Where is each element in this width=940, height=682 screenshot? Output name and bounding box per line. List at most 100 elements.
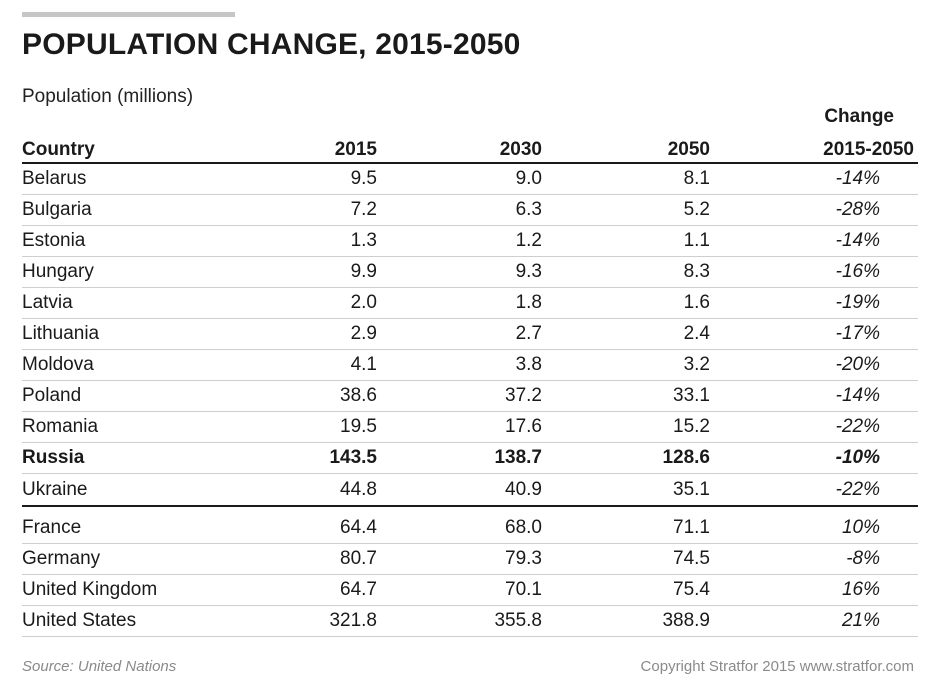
header-country: Country [22,131,252,164]
cell-country: Russia [22,442,252,474]
cell-2030: 138.7 [387,442,552,474]
change-header-line1: Change [824,106,894,127]
table-header-row: Country 2015 2030 2050 2015-2050 [22,131,918,164]
cell-2030: 1.8 [387,287,552,319]
cell-change: 21% [720,605,918,637]
table-row: Romania 19.5 17.6 15.2 -22% [22,411,918,443]
cell-2015: 1.3 [252,225,387,257]
population-table: Country 2015 2030 2050 2015-2050 Belarus… [22,131,918,637]
cell-change: -17% [720,318,918,350]
table-row: United States 321.8 355.8 388.9 21% [22,605,918,637]
population-table-container: Country 2015 2030 2050 2015-2050 Belarus… [22,131,918,637]
cell-2030: 37.2 [387,380,552,412]
cell-2015: 64.4 [252,506,387,544]
cell-2030: 1.2 [387,225,552,257]
table-row: Belarus 9.5 9.0 8.1 -14% [22,163,918,195]
cell-2050: 2.4 [552,318,720,350]
cell-change: 16% [720,574,918,606]
table-row: Hungary 9.9 9.3 8.3 -16% [22,256,918,288]
table-row: Lithuania 2.9 2.7 2.4 -17% [22,318,918,350]
cell-2030: 68.0 [387,506,552,544]
cell-2050: 1.6 [552,287,720,319]
cell-2030: 3.8 [387,349,552,381]
header-2050: 2050 [552,131,720,164]
cell-2050: 128.6 [552,442,720,474]
cell-2015: 64.7 [252,574,387,606]
cell-2030: 2.7 [387,318,552,350]
table-row: Ukraine 44.8 40.9 35.1 -22% [22,473,918,507]
cell-2050: 75.4 [552,574,720,606]
cell-2015: 4.1 [252,349,387,381]
cell-2015: 7.2 [252,194,387,226]
table-row: Bulgaria 7.2 6.3 5.2 -28% [22,194,918,226]
cell-change: -14% [720,225,918,257]
cell-2015: 9.5 [252,163,387,195]
cell-change: -10% [720,442,918,474]
cell-2015: 44.8 [252,473,387,507]
cell-country: Lithuania [22,318,252,350]
cell-2050: 388.9 [552,605,720,637]
cell-country: Ukraine [22,473,252,507]
cell-country: Hungary [22,256,252,288]
table-row: France 64.4 68.0 71.1 10% [22,506,918,544]
cell-country: Germany [22,543,252,575]
cell-country: Latvia [22,287,252,319]
cell-country: Estonia [22,225,252,257]
top-accent-bar [22,12,235,17]
cell-2030: 79.3 [387,543,552,575]
cell-2050: 35.1 [552,473,720,507]
cell-country: Bulgaria [22,194,252,226]
source-note: Source: United Nations [22,658,177,675]
cell-change: -19% [720,287,918,319]
cell-2015: 2.0 [252,287,387,319]
table-row: United Kingdom 64.7 70.1 75.4 16% [22,574,918,606]
cell-country: Romania [22,411,252,443]
cell-change: -28% [720,194,918,226]
cell-2015: 2.9 [252,318,387,350]
table-body: Belarus 9.5 9.0 8.1 -14% Bulgaria 7.2 6.3 5.2 -28… [22,163,918,637]
table-row: Poland 38.6 37.2 33.1 -14% [22,380,918,412]
cell-country: Belarus [22,163,252,195]
cell-change: -8% [720,543,918,575]
cell-2050: 71.1 [552,506,720,544]
table-row: Latvia 2.0 1.8 1.6 -19% [22,287,918,319]
cell-2050: 33.1 [552,380,720,412]
copyright-note: Copyright Stratfor 2015 www.stratfor.com [640,658,914,675]
table-row: Estonia 1.3 1.2 1.1 -14% [22,225,918,257]
cell-country: Moldova [22,349,252,381]
header-2030: 2030 [387,131,552,164]
cell-country: France [22,506,252,544]
table-row: Russia 143.5 138.7 128.6 -10% [22,442,918,474]
cell-2050: 5.2 [552,194,720,226]
cell-2030: 17.6 [387,411,552,443]
cell-2050: 8.3 [552,256,720,288]
cell-change: 10% [720,506,918,544]
cell-2015: 38.6 [252,380,387,412]
cell-2030: 9.0 [387,163,552,195]
table-row: Germany 80.7 79.3 74.5 -8% [22,543,918,575]
cell-country: Poland [22,380,252,412]
cell-2015: 9.9 [252,256,387,288]
cell-2050: 74.5 [552,543,720,575]
table-row: Moldova 4.1 3.8 3.2 -20% [22,349,918,381]
chart-title: POPULATION CHANGE, 2015-2050 [22,28,521,61]
cell-2030: 355.8 [387,605,552,637]
cell-2030: 40.9 [387,473,552,507]
cell-2050: 1.1 [552,225,720,257]
cell-2015: 80.7 [252,543,387,575]
cell-change: -20% [720,349,918,381]
cell-country: United Kingdom [22,574,252,606]
cell-2015: 19.5 [252,411,387,443]
cell-2030: 70.1 [387,574,552,606]
cell-2050: 8.1 [552,163,720,195]
cell-change: -14% [720,380,918,412]
cell-change: -22% [720,411,918,443]
cell-2050: 3.2 [552,349,720,381]
chart-subtitle: Population (millions) [22,86,194,107]
cell-2030: 9.3 [387,256,552,288]
header-2015: 2015 [252,131,387,164]
cell-country: United States [22,605,252,637]
cell-2050: 15.2 [552,411,720,443]
cell-change: -16% [720,256,918,288]
header-change: 2015-2050 [720,131,918,164]
